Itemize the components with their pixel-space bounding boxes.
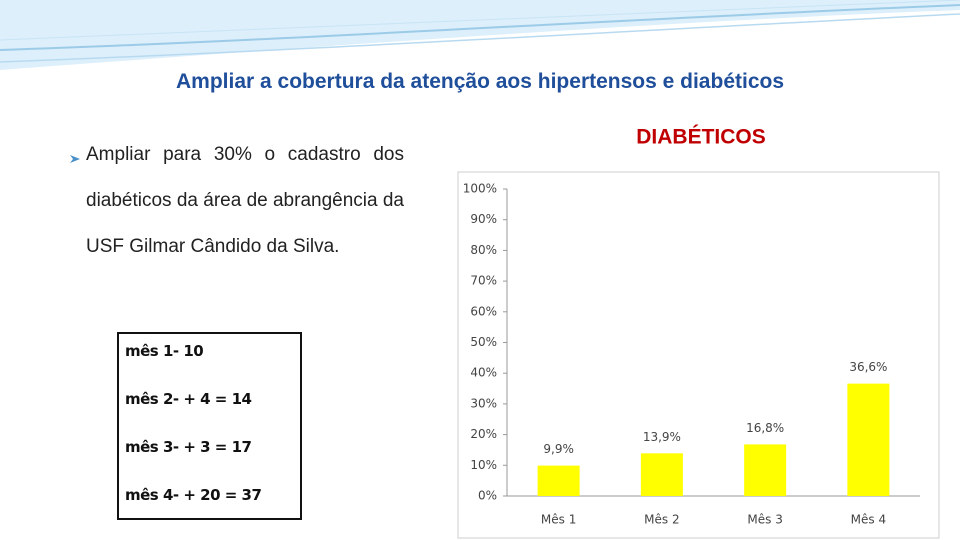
count-box: mês 1- 10 mês 2- + 4 = 14 mês 3- + 3 = 1… — [117, 332, 302, 520]
box-line: mês 2- + 4 = 14 — [125, 390, 252, 408]
y-tick-label: 100% — [463, 182, 497, 196]
value-label: 36,6% — [849, 360, 887, 374]
value-label: 9,9% — [543, 442, 574, 456]
y-tick-label: 40% — [470, 366, 497, 380]
y-tick-label: 0% — [478, 489, 497, 503]
bullet-text: Ampliar para 30% o cadastro dos diabétic… — [86, 144, 404, 257]
box-line: mês 4- + 20 = 37 — [125, 486, 262, 504]
bar — [537, 465, 580, 496]
box-line: mês 3- + 3 = 17 — [125, 438, 252, 456]
bullet-icon — [70, 155, 80, 163]
y-tick-label: 80% — [470, 243, 497, 257]
value-label: 13,9% — [643, 430, 681, 444]
x-tick-label: Mês 4 — [851, 513, 886, 527]
bar — [640, 453, 683, 496]
slide-title: Ampliar a cobertura da atenção aos hiper… — [175, 70, 785, 93]
box-line: mês 1- 10 — [125, 342, 204, 360]
x-tick-label: Mês 3 — [747, 513, 782, 527]
chart-title: DIABÉTICOS — [636, 126, 766, 149]
y-tick-label: 70% — [470, 274, 497, 288]
bar — [847, 383, 890, 496]
y-tick-label: 20% — [470, 427, 497, 441]
header-decoration — [0, 0, 960, 70]
y-tick-label: 50% — [470, 335, 497, 349]
x-tick-label: Mês 2 — [644, 513, 679, 527]
y-tick-label: 60% — [470, 304, 497, 318]
y-tick-label: 30% — [470, 396, 497, 410]
y-tick-label: 90% — [470, 212, 497, 226]
y-tick-label: 10% — [470, 458, 497, 472]
bar — [744, 444, 787, 496]
value-label: 16,8% — [746, 421, 784, 435]
x-tick-label: Mês 1 — [541, 513, 576, 527]
